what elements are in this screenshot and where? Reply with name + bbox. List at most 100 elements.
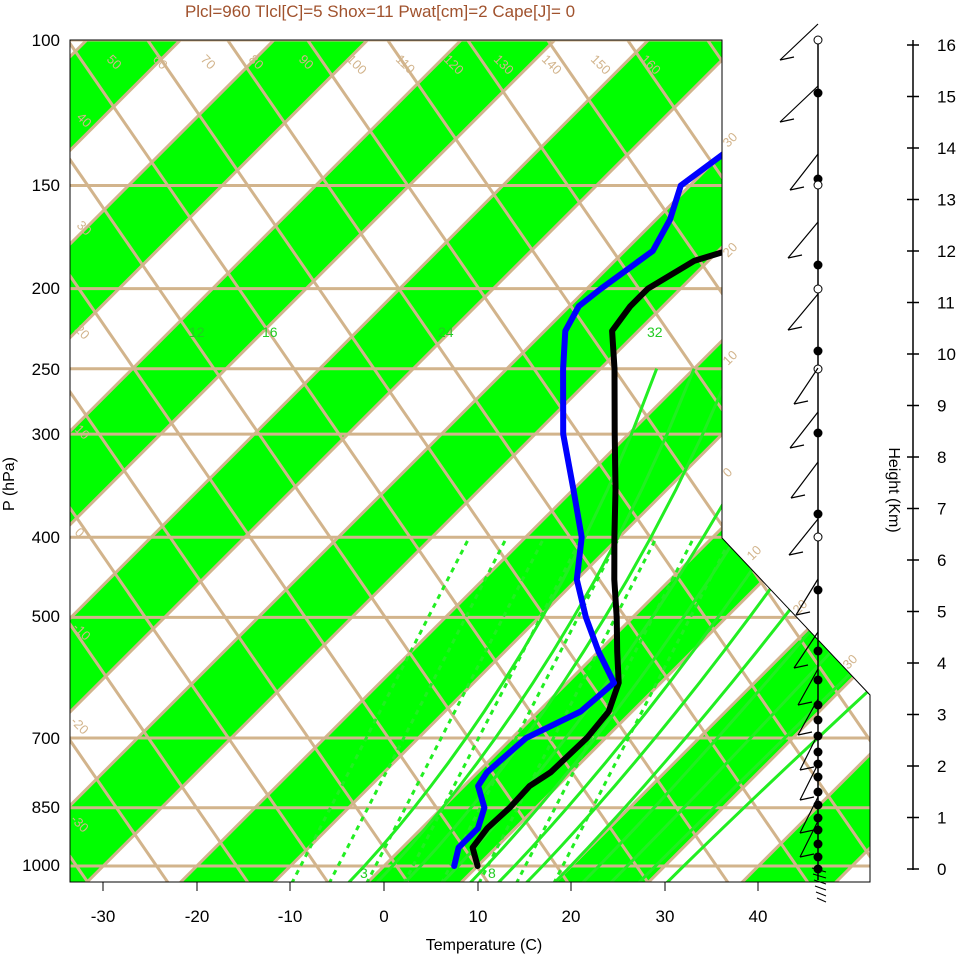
wind-barb bbox=[797, 668, 819, 706]
moist-adiabat bbox=[374, 368, 696, 882]
wind-barb bbox=[815, 891, 827, 897]
dry-adiabat bbox=[70, 40, 262, 882]
pressure-tick-label: 700 bbox=[32, 729, 60, 748]
mixing-ratio-line bbox=[552, 536, 733, 882]
pressure-tick-label: 500 bbox=[32, 607, 60, 626]
pressure-axis: 100 150 200 250 300 400 500 700 850 1000… bbox=[1, 31, 60, 875]
wind-barb-flag bbox=[799, 796, 815, 801]
x-tick-label: 10 bbox=[469, 907, 488, 926]
moist-adiabat bbox=[580, 367, 870, 882]
dry-adiabat bbox=[70, 40, 182, 882]
wind-barb-flag bbox=[799, 766, 815, 771]
mixing-ratio-label: 3 bbox=[360, 865, 368, 881]
mixing-ratio-label: 12 bbox=[189, 324, 205, 340]
height-tick-label: 1 bbox=[937, 809, 946, 828]
wind-dot bbox=[813, 839, 823, 849]
dry-adiabat bbox=[70, 40, 422, 882]
pressure-tick-label: 400 bbox=[32, 528, 60, 547]
isotherm-line bbox=[70, 40, 503, 882]
moist-adiabat bbox=[664, 367, 870, 882]
mixing-ratio-line bbox=[440, 536, 621, 882]
wind-dot bbox=[813, 787, 823, 797]
isotherm-label: 30 bbox=[720, 129, 741, 150]
pressure-tick-label: 850 bbox=[32, 798, 60, 817]
x-tick-label: -20 bbox=[185, 907, 210, 926]
height-tick-label: 16 bbox=[937, 36, 956, 55]
wind-barb-flag bbox=[797, 731, 813, 736]
wind-dot bbox=[813, 864, 823, 874]
wind-barb-flag bbox=[793, 400, 809, 405]
height-tick-label: 6 bbox=[937, 551, 946, 570]
height-tick-label: 11 bbox=[937, 294, 955, 313]
wind-dot bbox=[813, 747, 823, 757]
wind-dot bbox=[813, 772, 823, 782]
pressure-tick-label: 150 bbox=[32, 176, 60, 195]
isotherm-band bbox=[70, 40, 408, 882]
x-tick-label: -10 bbox=[278, 907, 303, 926]
mixing-ratio-line bbox=[327, 536, 509, 882]
dry-adiabat bbox=[598, 40, 870, 882]
height-tick-label: 14 bbox=[937, 139, 956, 158]
wind-barb-flag bbox=[789, 186, 805, 191]
dry-adiabat bbox=[0, 0, 20, 900]
chart-title: Plcl=960 Tlcl[C]=5 Shox=11 Pwat[cm]=2 Ca… bbox=[185, 2, 575, 21]
isotherm-line bbox=[629, 40, 870, 882]
isotherm-band bbox=[0, 0, 33, 900]
dry-adiabat bbox=[70, 40, 502, 882]
moist-adiabat bbox=[402, 368, 733, 882]
wind-barb bbox=[779, 85, 819, 123]
height-tick-label: 7 bbox=[937, 500, 946, 519]
wind-dot bbox=[813, 800, 823, 810]
height-axis-label: Height (Km) bbox=[885, 447, 902, 532]
dry-adiabat bbox=[358, 40, 870, 882]
x-axis-label: Temperature (C) bbox=[426, 937, 542, 954]
height-tick-label: 10 bbox=[937, 345, 956, 364]
wind-barb-flag bbox=[787, 254, 803, 259]
plot-area bbox=[0, 0, 870, 900]
mixing-ratio-label: 8 bbox=[488, 865, 496, 881]
wind-barb bbox=[799, 820, 819, 858]
wind-dot-open bbox=[813, 532, 823, 542]
isotherm-line bbox=[255, 40, 870, 882]
mixing-ratio-line bbox=[477, 536, 658, 882]
sounding-series bbox=[451, 40, 870, 869]
isotherm-line bbox=[0, 0, 33, 900]
isotherm-label: 10 bbox=[720, 347, 741, 368]
moist-adiabat bbox=[440, 368, 799, 882]
wind-dot bbox=[813, 509, 823, 519]
wind-barb bbox=[787, 293, 819, 331]
mixing-ratio-line bbox=[290, 536, 471, 882]
height-tick-label: 13 bbox=[937, 191, 956, 210]
wind-dot bbox=[813, 585, 823, 595]
isotherm-line bbox=[442, 40, 870, 882]
wind-dot-open bbox=[813, 180, 823, 190]
wind-barb bbox=[799, 796, 819, 834]
height-tick-label: 12 bbox=[937, 242, 956, 261]
wind-dot-open bbox=[813, 35, 823, 45]
wind-barb-flag bbox=[799, 829, 815, 834]
isotherm-line bbox=[70, 40, 596, 882]
wind-barb bbox=[812, 873, 827, 879]
wind-barb bbox=[779, 23, 819, 61]
height-tick-label: 2 bbox=[937, 757, 946, 776]
temperature-axis: -30 -20 -10 0 10 20 30 40 Temperature (C… bbox=[91, 882, 767, 954]
wind-dot bbox=[813, 715, 823, 725]
wind-barb bbox=[795, 578, 819, 616]
wind-dot bbox=[813, 852, 823, 862]
dry-adiabat bbox=[198, 40, 822, 882]
pressure-tick-label: 300 bbox=[32, 425, 60, 444]
isotherm-label: 150 bbox=[588, 52, 614, 78]
wind-barb-flag bbox=[793, 664, 809, 669]
pressure-tick-label: 1000 bbox=[22, 856, 60, 875]
isotherm-line bbox=[536, 40, 870, 882]
height-tick-label: 8 bbox=[937, 448, 946, 467]
dry-adiabat bbox=[278, 40, 870, 882]
isotherm-label: -20 bbox=[68, 714, 92, 738]
dry-adiabat bbox=[70, 40, 582, 882]
isotherm-label: 140 bbox=[539, 52, 565, 78]
isotherm-label: 10 bbox=[744, 542, 765, 563]
mixing-ratio-lines bbox=[290, 536, 733, 882]
height-tick-label: 5 bbox=[937, 603, 946, 622]
dry-adiabat bbox=[70, 40, 342, 882]
